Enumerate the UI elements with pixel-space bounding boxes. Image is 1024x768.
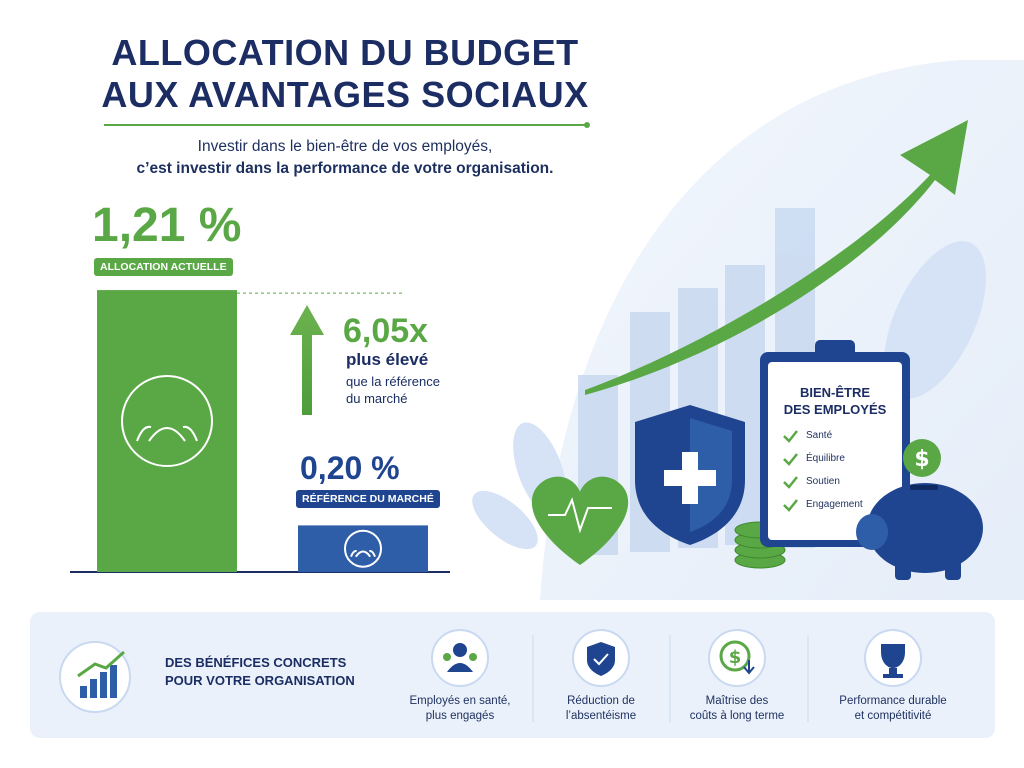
pulse xyxy=(548,497,612,534)
subtitle-line: Investir dans le bien-être de vos employ… xyxy=(197,138,493,155)
heart-icon xyxy=(531,476,629,565)
benefit-text: Performance durable xyxy=(839,695,947,707)
dividers xyxy=(532,635,809,722)
growth-arrow xyxy=(585,120,968,395)
checkmarks xyxy=(783,430,798,512)
checklist-item: Engagement xyxy=(806,499,863,510)
checklist-item: Soutien xyxy=(806,476,840,487)
comparison-detail: du marché xyxy=(346,391,408,406)
benefit-text: plus engagés xyxy=(425,710,495,722)
value-label: 0,20 % xyxy=(300,450,400,486)
title-line: AUX AVANTAGES SOCIAUX xyxy=(101,74,589,115)
svg-text:$: $ xyxy=(729,647,742,668)
footer-heading: POUR VOTRE ORGANISATION xyxy=(165,673,355,688)
clipboard-title: BIEN-ÊTRE xyxy=(799,385,871,400)
category-label: RÉFÉRENCE DU MARCHÉ xyxy=(296,490,440,508)
checklist-item: Équilibre xyxy=(806,453,845,464)
comparison-headline: plus élevé xyxy=(346,350,429,369)
benefit-text: Employés en santé, xyxy=(409,695,511,707)
bars xyxy=(97,290,428,572)
multiplier: 6,05x xyxy=(343,312,429,350)
benefit-text: l’absentéisme xyxy=(565,710,637,722)
footer-icon xyxy=(59,641,131,713)
title-rule-dot xyxy=(584,122,590,128)
bar-icon xyxy=(344,529,382,568)
benefit-text: coûts à long terme xyxy=(689,710,785,722)
svg-text:$: $ xyxy=(914,447,929,472)
value-label: 1,21 % xyxy=(92,199,242,252)
piggy-bank xyxy=(867,483,983,573)
bar xyxy=(298,525,428,572)
subtitle-line: c’est investir dans la performance de vo… xyxy=(136,160,554,177)
up-arrow xyxy=(290,305,324,415)
comparison-detail: que la référence xyxy=(346,374,440,389)
title-line: ALLOCATION DU BUDGET xyxy=(111,32,579,73)
benefit-text: Réduction de xyxy=(567,695,635,707)
benefit-text: Maîtrise des xyxy=(705,695,769,707)
clipboard-title: DES EMPLOYÉS xyxy=(783,402,887,417)
footer-heading: DES BÉNÉFICES CONCRETS xyxy=(165,655,347,670)
benefit-text: et compétitivité xyxy=(854,710,932,722)
bar-icon xyxy=(121,375,213,468)
bar xyxy=(97,290,237,572)
category-label: ALLOCATION ACTUELLE xyxy=(94,258,233,276)
dollar-coin xyxy=(903,439,941,477)
checklist-item: Santé xyxy=(806,430,833,441)
